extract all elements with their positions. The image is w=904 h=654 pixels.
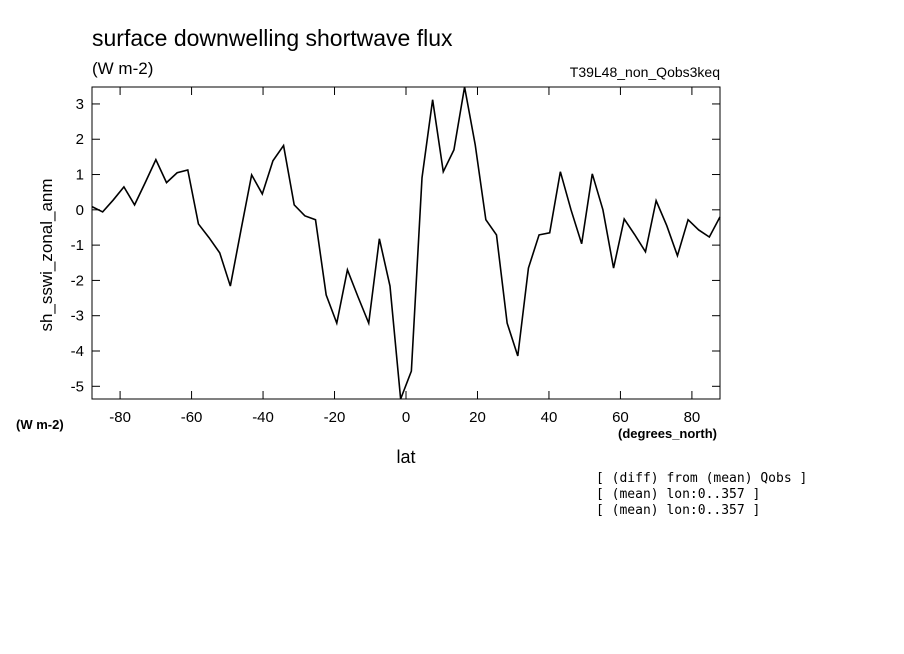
data-line (91, 86, 721, 400)
y-tick-label: -3 (71, 308, 84, 325)
y-tick-label: 3 (76, 96, 84, 113)
chart-title: surface downwelling shortwave flux (92, 25, 453, 51)
y-tick-label: -5 (71, 378, 84, 395)
y-tick-label: -2 (71, 272, 84, 289)
y-tick-label: 1 (76, 167, 84, 184)
note: [ (mean) lon:0..357 ] (596, 503, 760, 518)
x-axis-label: lat (396, 447, 415, 467)
note: [ (diff) from (mean) Qobs ] (596, 471, 807, 486)
y-axis-label: sh_sswi_zonal_anm (37, 178, 56, 331)
chart-subtitle: (W m-2) (92, 59, 153, 78)
dataset-label: T39L48_non_Qobs3keq (570, 64, 720, 80)
y-tick-label: 0 (76, 202, 84, 219)
x-tick-label: 40 (541, 409, 558, 426)
x-units: (degrees_north) (618, 426, 717, 441)
x-tick-label: -20 (324, 409, 346, 426)
note: [ (mean) lon:0..357 ] (596, 487, 760, 502)
x-tick-label: 0 (402, 409, 410, 426)
x-tick-label: -80 (109, 409, 131, 426)
x-tick-label: 80 (684, 409, 701, 426)
y-units: (W m-2) (16, 417, 64, 432)
x-tick-label: 20 (469, 409, 486, 426)
x-tick-label: 60 (612, 409, 629, 426)
x-tick-label: -40 (252, 409, 274, 426)
y-tick-label: -4 (71, 343, 84, 360)
y-tick-label: -1 (71, 237, 84, 254)
y-tick-label: 2 (76, 131, 84, 148)
x-tick-label: -60 (181, 409, 203, 426)
